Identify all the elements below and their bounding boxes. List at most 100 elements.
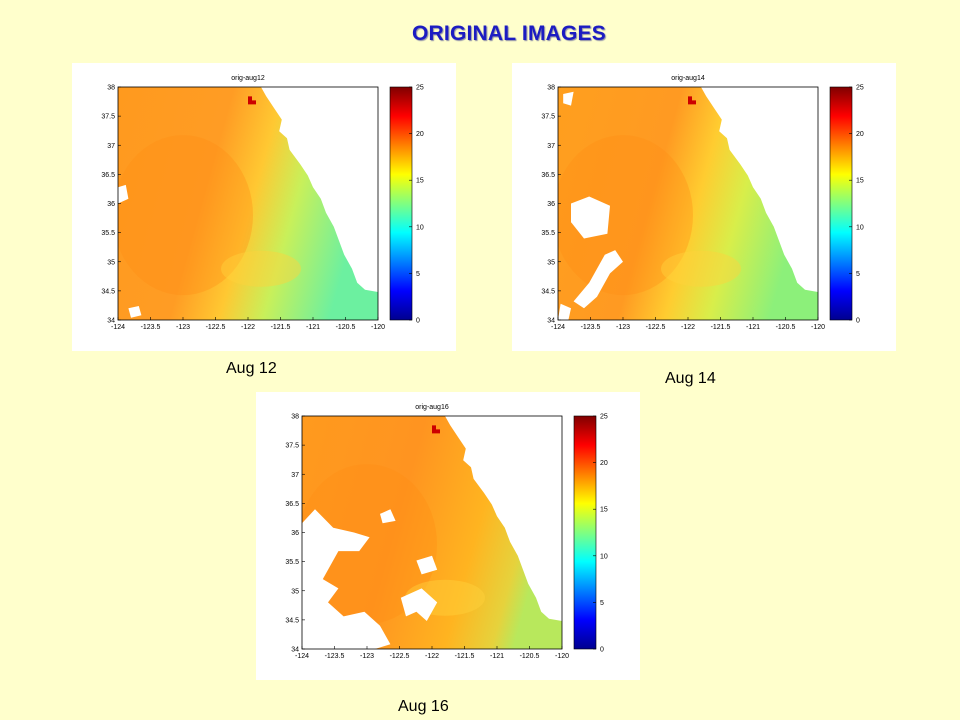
y-tick-label: 36.5	[101, 172, 115, 179]
colorbar-tick-label: 15	[856, 178, 864, 185]
x-tick-label: -122.5	[390, 653, 410, 660]
x-tick-label: -121.5	[711, 324, 731, 331]
y-tick-label: 35.5	[285, 559, 299, 566]
x-tick-label: -122	[241, 324, 255, 331]
caption-aug14: Aug 14	[665, 370, 716, 387]
y-tick-label: 34	[547, 318, 555, 325]
x-tick-label: -122.5	[646, 324, 666, 331]
x-tick-label: -120.5	[776, 324, 796, 331]
y-tick-label: 36	[547, 201, 555, 208]
warm-eddy	[558, 135, 693, 296]
x-tick-label: -123	[360, 653, 374, 660]
caption-aug16: Aug 16	[398, 698, 449, 715]
y-tick-label: 38	[547, 85, 555, 92]
hot-pixel-marker	[432, 425, 440, 434]
sea-surface-temperature-field	[558, 87, 818, 320]
x-tick-label: -121	[490, 653, 504, 660]
y-tick-label: 36	[107, 201, 115, 208]
map-panel-aug14: orig-aug14 -124 -123.5 -123 -122.5 -122 -121.5…	[512, 63, 896, 351]
x-tick-label: -122	[425, 653, 439, 660]
colorbar	[829, 86, 853, 321]
y-tick-label: 38	[291, 414, 299, 421]
colorbar-tick-label: 15	[416, 178, 424, 185]
sst-map-aug12: orig-aug12 -124 -123.5 -123 -122.5 -122 -121.5…	[101, 75, 424, 331]
x-tick-label: -124	[295, 653, 309, 660]
colorbar-tick-label: 25	[600, 414, 608, 421]
colorbar-tick-label: 10	[416, 224, 424, 231]
sea-surface-temperature-field	[302, 416, 562, 649]
missing-data-area	[571, 196, 610, 239]
x-tick-label: -123.5	[141, 324, 161, 331]
colorbar-tick-label: 5	[416, 271, 420, 278]
cool-filament	[221, 250, 301, 287]
y-tick-label: 35.5	[101, 230, 115, 237]
y-tick-label: 34	[107, 318, 115, 325]
x-tick-label: -121.5	[271, 324, 291, 331]
x-tick-label: -123.5	[325, 653, 345, 660]
colorbar-tick-label: 10	[600, 553, 608, 560]
plot-title: orig-aug14	[671, 75, 705, 82]
warm-eddy	[118, 135, 253, 296]
y-tick-label: 34.5	[285, 617, 299, 624]
hot-pixel-marker	[248, 96, 256, 105]
colorbar-tick-label: 5	[600, 600, 604, 607]
colorbar-tick-label: 20	[416, 131, 424, 138]
x-tick-label: -120	[371, 324, 385, 331]
slide-title: ORIGINAL IMAGES	[412, 22, 606, 45]
colorbar-tick-label: 25	[416, 85, 424, 92]
x-tick-label: -121	[746, 324, 760, 331]
x-tick-label: -122.5	[206, 324, 226, 331]
y-tick-label: 35.5	[541, 230, 555, 237]
y-tick-label: 36.5	[541, 172, 555, 179]
y-tick-label: 35	[547, 259, 555, 266]
colorbar-tick-label: 25	[856, 85, 864, 92]
x-tick-label: -124	[111, 324, 125, 331]
y-tick-label: 34	[291, 647, 299, 654]
x-tick-label: -122	[681, 324, 695, 331]
missing-data-area	[380, 509, 396, 524]
missing-data-area	[302, 509, 391, 649]
missing-data-area	[573, 250, 623, 309]
missing-data-area	[400, 588, 438, 621]
warm-eddy	[302, 464, 437, 625]
colorbar	[389, 86, 413, 321]
colorbar-tick-label: 15	[600, 507, 608, 514]
missing-data-area	[563, 91, 574, 106]
colorbar-tick-label: 10	[856, 224, 864, 231]
y-tick-label: 34.5	[101, 288, 115, 295]
x-tick-label: -120.5	[520, 653, 540, 660]
colorbar-tick-label: 5	[856, 271, 860, 278]
x-tick-label: -123	[176, 324, 190, 331]
y-tick-label: 34.5	[541, 288, 555, 295]
colorbar	[573, 415, 597, 650]
colorbar-tick-label: 20	[856, 131, 864, 138]
cool-filament	[661, 250, 741, 287]
sea-surface-temperature-field	[118, 87, 378, 320]
missing-data-area	[416, 555, 438, 575]
sst-map-aug16: orig-aug16 -124 -123.5 -123 -122.5 -122 -121.5…	[285, 404, 608, 660]
plot-title: orig-aug16	[415, 404, 449, 411]
colorbar-tick-label: 0	[416, 318, 420, 325]
missing-data-area	[118, 184, 129, 204]
y-tick-label: 37	[107, 143, 115, 150]
colorbar-tick-label: 0	[856, 318, 860, 325]
x-tick-label: -120	[811, 324, 825, 331]
hot-pixel-marker	[688, 96, 696, 105]
y-tick-label: 35	[291, 588, 299, 595]
map-panel-aug16: orig-aug16 -124 -123.5 -123 -122.5 -122 -121.5…	[256, 392, 640, 680]
y-tick-label: 37.5	[285, 443, 299, 450]
y-tick-label: 35	[107, 259, 115, 266]
y-tick-label: 38	[107, 85, 115, 92]
y-tick-label: 37	[547, 143, 555, 150]
y-tick-label: 36	[291, 530, 299, 537]
y-tick-label: 36.5	[285, 501, 299, 508]
colorbar-tick-label: 0	[600, 647, 604, 654]
missing-data-area	[128, 306, 142, 318]
x-tick-label: -121	[306, 324, 320, 331]
y-tick-label: 37.5	[101, 114, 115, 121]
x-tick-label: -120.5	[336, 324, 356, 331]
y-tick-label: 37	[291, 472, 299, 479]
x-tick-label: -120	[555, 653, 569, 660]
y-tick-label: 37.5	[541, 114, 555, 121]
colorbar-tick-label: 20	[600, 460, 608, 467]
